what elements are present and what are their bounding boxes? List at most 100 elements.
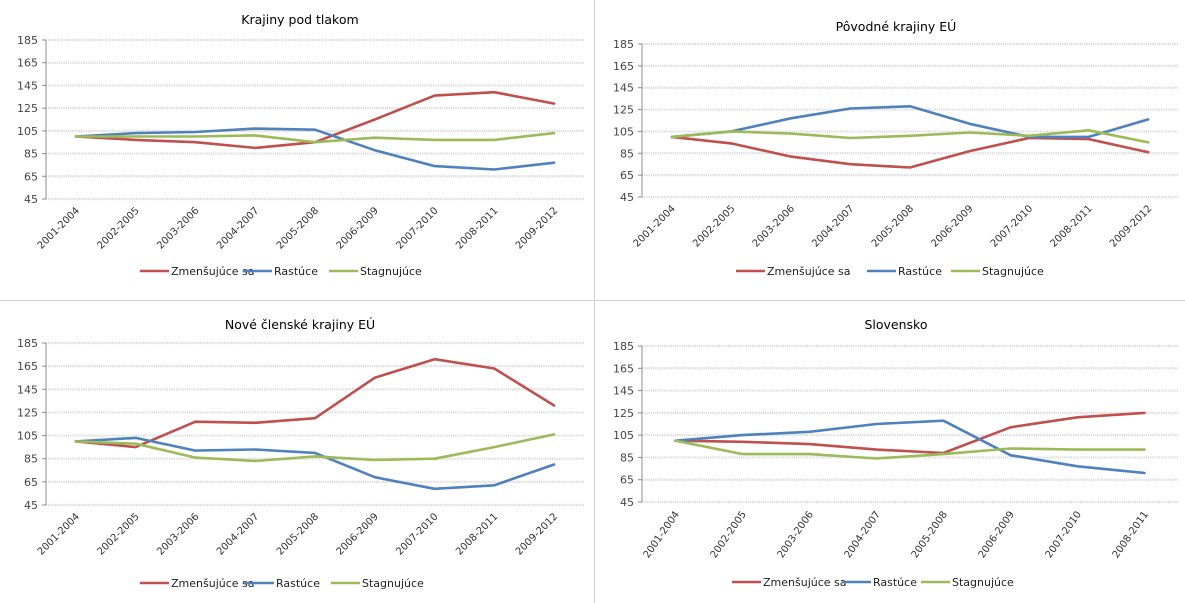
- y-tick-label: 45: [24, 193, 38, 206]
- y-tick-label: 145: [613, 385, 634, 398]
- chart-title: Pôvodné krajiny EÚ: [836, 19, 957, 34]
- panel-divider-horizontal: [0, 300, 1185, 301]
- x-tick-label: 2003-2006: [751, 203, 797, 249]
- series-line-stagnating: [74, 433, 556, 463]
- y-tick-label: 85: [24, 453, 38, 466]
- y-tick-label: 145: [613, 82, 634, 95]
- chart-povodne-krajiny-eu: Pôvodné krajiny EÚ 45 65 85 105 125 145 165 185…: [613, 19, 1178, 278]
- x-tick-label: 2007-2010: [394, 205, 440, 251]
- y-tick-label: 125: [613, 104, 634, 117]
- y-tick-label: 85: [620, 451, 634, 464]
- y-tick-label: 65: [24, 170, 38, 183]
- y-tick-label: 45: [620, 191, 634, 204]
- x-tick-label: 2008-2011: [1111, 509, 1151, 560]
- x-tick-label: 2004-2007: [215, 511, 261, 557]
- y-tick-label: 125: [17, 406, 38, 419]
- x-tick-label: 2005-2008: [275, 205, 321, 251]
- x-tick-label: 2009-2012: [514, 205, 560, 251]
- x-tick-label: 2006-2009: [335, 205, 381, 251]
- y-tick-label: 145: [17, 383, 38, 396]
- x-tick-label: 2001-2004: [36, 205, 82, 251]
- chart-panel-pressure: Krajiny pod tlakom 45 65 85 105 125 145 165 185…: [0, 0, 593, 299]
- x-tick-label: 2006-2009: [977, 509, 1017, 560]
- x-tick-label: 2007-2010: [1044, 509, 1084, 560]
- chart-title: Krajiny pod tlakom: [241, 12, 358, 27]
- x-tick-label: 2003-2006: [155, 511, 201, 557]
- series-line-decreasing: [74, 357, 556, 449]
- y-tick-label: 165: [17, 360, 38, 373]
- x-tick-label: 2008-2011: [454, 511, 500, 557]
- x-tick-label: 2001-2004: [632, 203, 678, 249]
- y-tick-label: 45: [24, 499, 38, 512]
- series-line-growing: [74, 436, 556, 491]
- chart-title: Slovensko: [864, 317, 927, 332]
- legend-label-growing: Rastúce: [873, 576, 917, 589]
- chart-panel-slovakia: Slovensko 45 65 85 105 125 145 165 185 2001-2004…: [596, 302, 1185, 603]
- series-line-growing: [674, 419, 1146, 475]
- legend-label-decreasing: Zmenšujúce sa: [171, 577, 255, 590]
- legend-label-stagnating: Stagnujúce: [362, 577, 424, 590]
- series-line-decreasing: [674, 411, 1146, 455]
- series-line-stagnating: [674, 439, 1146, 460]
- y-tick-label: 185: [613, 38, 634, 51]
- series-line-stagnating: [670, 129, 1150, 144]
- y-tick-label: 165: [17, 57, 38, 70]
- x-tick-label: 2008-2011: [454, 205, 500, 251]
- y-tick-label: 145: [17, 79, 38, 92]
- series-line-growing: [670, 105, 1150, 139]
- x-tick-label: 2005-2008: [275, 511, 321, 557]
- x-tick-label: 2003-2006: [155, 205, 201, 251]
- legend-label-stagnating: Stagnujúce: [982, 265, 1044, 278]
- legend-label-stagnating: Stagnujúce: [952, 576, 1014, 589]
- chart-panel-original-eu: Pôvodné krajiny EÚ 45 65 85 105 125 145 165 185…: [596, 0, 1185, 299]
- y-tick-label: 105: [613, 125, 634, 138]
- y-tick-label: 65: [24, 476, 38, 489]
- chart-krajiny-pod-tlakom: Krajiny pod tlakom 45 65 85 105 125 145 165 185…: [17, 12, 584, 278]
- y-tick-label: 105: [17, 430, 38, 443]
- y-tick-label: 185: [17, 337, 38, 350]
- y-tick-label: 65: [620, 169, 634, 182]
- x-tick-label: 2002-2005: [691, 203, 737, 249]
- x-tick-label: 2001-2004: [642, 509, 682, 560]
- series-line-stagnating: [74, 131, 556, 144]
- x-tick-label: 2006-2009: [335, 511, 381, 557]
- y-tick-label: 125: [613, 407, 634, 420]
- y-tick-label: 105: [17, 125, 38, 138]
- x-tick-label: 2008-2011: [1048, 203, 1094, 249]
- x-tick-label: 2006-2009: [929, 203, 975, 249]
- y-tick-label: 185: [613, 340, 634, 353]
- chart-slovensko: Slovensko 45 65 85 105 125 145 165 185 2001-2004…: [613, 317, 1178, 589]
- panel-divider-vertical: [594, 0, 595, 603]
- legend-label-decreasing: Zmenšujúce sa: [171, 265, 255, 278]
- x-tick-label: 2005-2008: [910, 509, 950, 560]
- legend-label-decreasing: Zmenšujúce sa: [763, 576, 847, 589]
- chart-panel-new-eu: Nové členské krajiny EÚ 45 65 85 105 125 145 1…: [0, 302, 593, 603]
- x-tick-label: 2004-2007: [215, 205, 261, 251]
- y-tick-label: 105: [613, 429, 634, 442]
- legend-label-stagnating: Stagnujúce: [360, 265, 422, 278]
- x-tick-label: 2009-2012: [1108, 203, 1154, 249]
- x-tick-label: 2004-2007: [843, 509, 883, 560]
- y-tick-label: 185: [17, 34, 38, 47]
- x-tick-label: 2007-2010: [989, 203, 1035, 249]
- x-tick-label: 2002-2005: [95, 511, 141, 557]
- legend-label-decreasing: Zmenšujúce sa: [767, 265, 851, 278]
- x-tick-label: 2005-2008: [870, 203, 916, 249]
- x-tick-label: 2001-2004: [36, 511, 82, 557]
- y-tick-label: 85: [620, 147, 634, 160]
- chart-title: Nové členské krajiny EÚ: [225, 317, 375, 332]
- x-tick-label: 2003-2006: [776, 509, 816, 560]
- legend-label-growing: Rastúce: [274, 265, 318, 278]
- series-line-decreasing: [670, 135, 1150, 169]
- x-tick-label: 2004-2007: [810, 203, 856, 249]
- y-tick-label: 85: [24, 148, 38, 161]
- series-line-growing: [74, 127, 556, 171]
- legend-label-growing: Rastúce: [276, 577, 320, 590]
- y-tick-label: 45: [620, 496, 634, 509]
- y-tick-label: 165: [613, 362, 634, 375]
- x-tick-label: 2002-2005: [95, 205, 141, 251]
- x-tick-label: 2007-2010: [394, 511, 440, 557]
- y-tick-label: 165: [613, 60, 634, 73]
- x-tick-label: 2009-2012: [514, 511, 560, 557]
- y-tick-label: 125: [17, 102, 38, 115]
